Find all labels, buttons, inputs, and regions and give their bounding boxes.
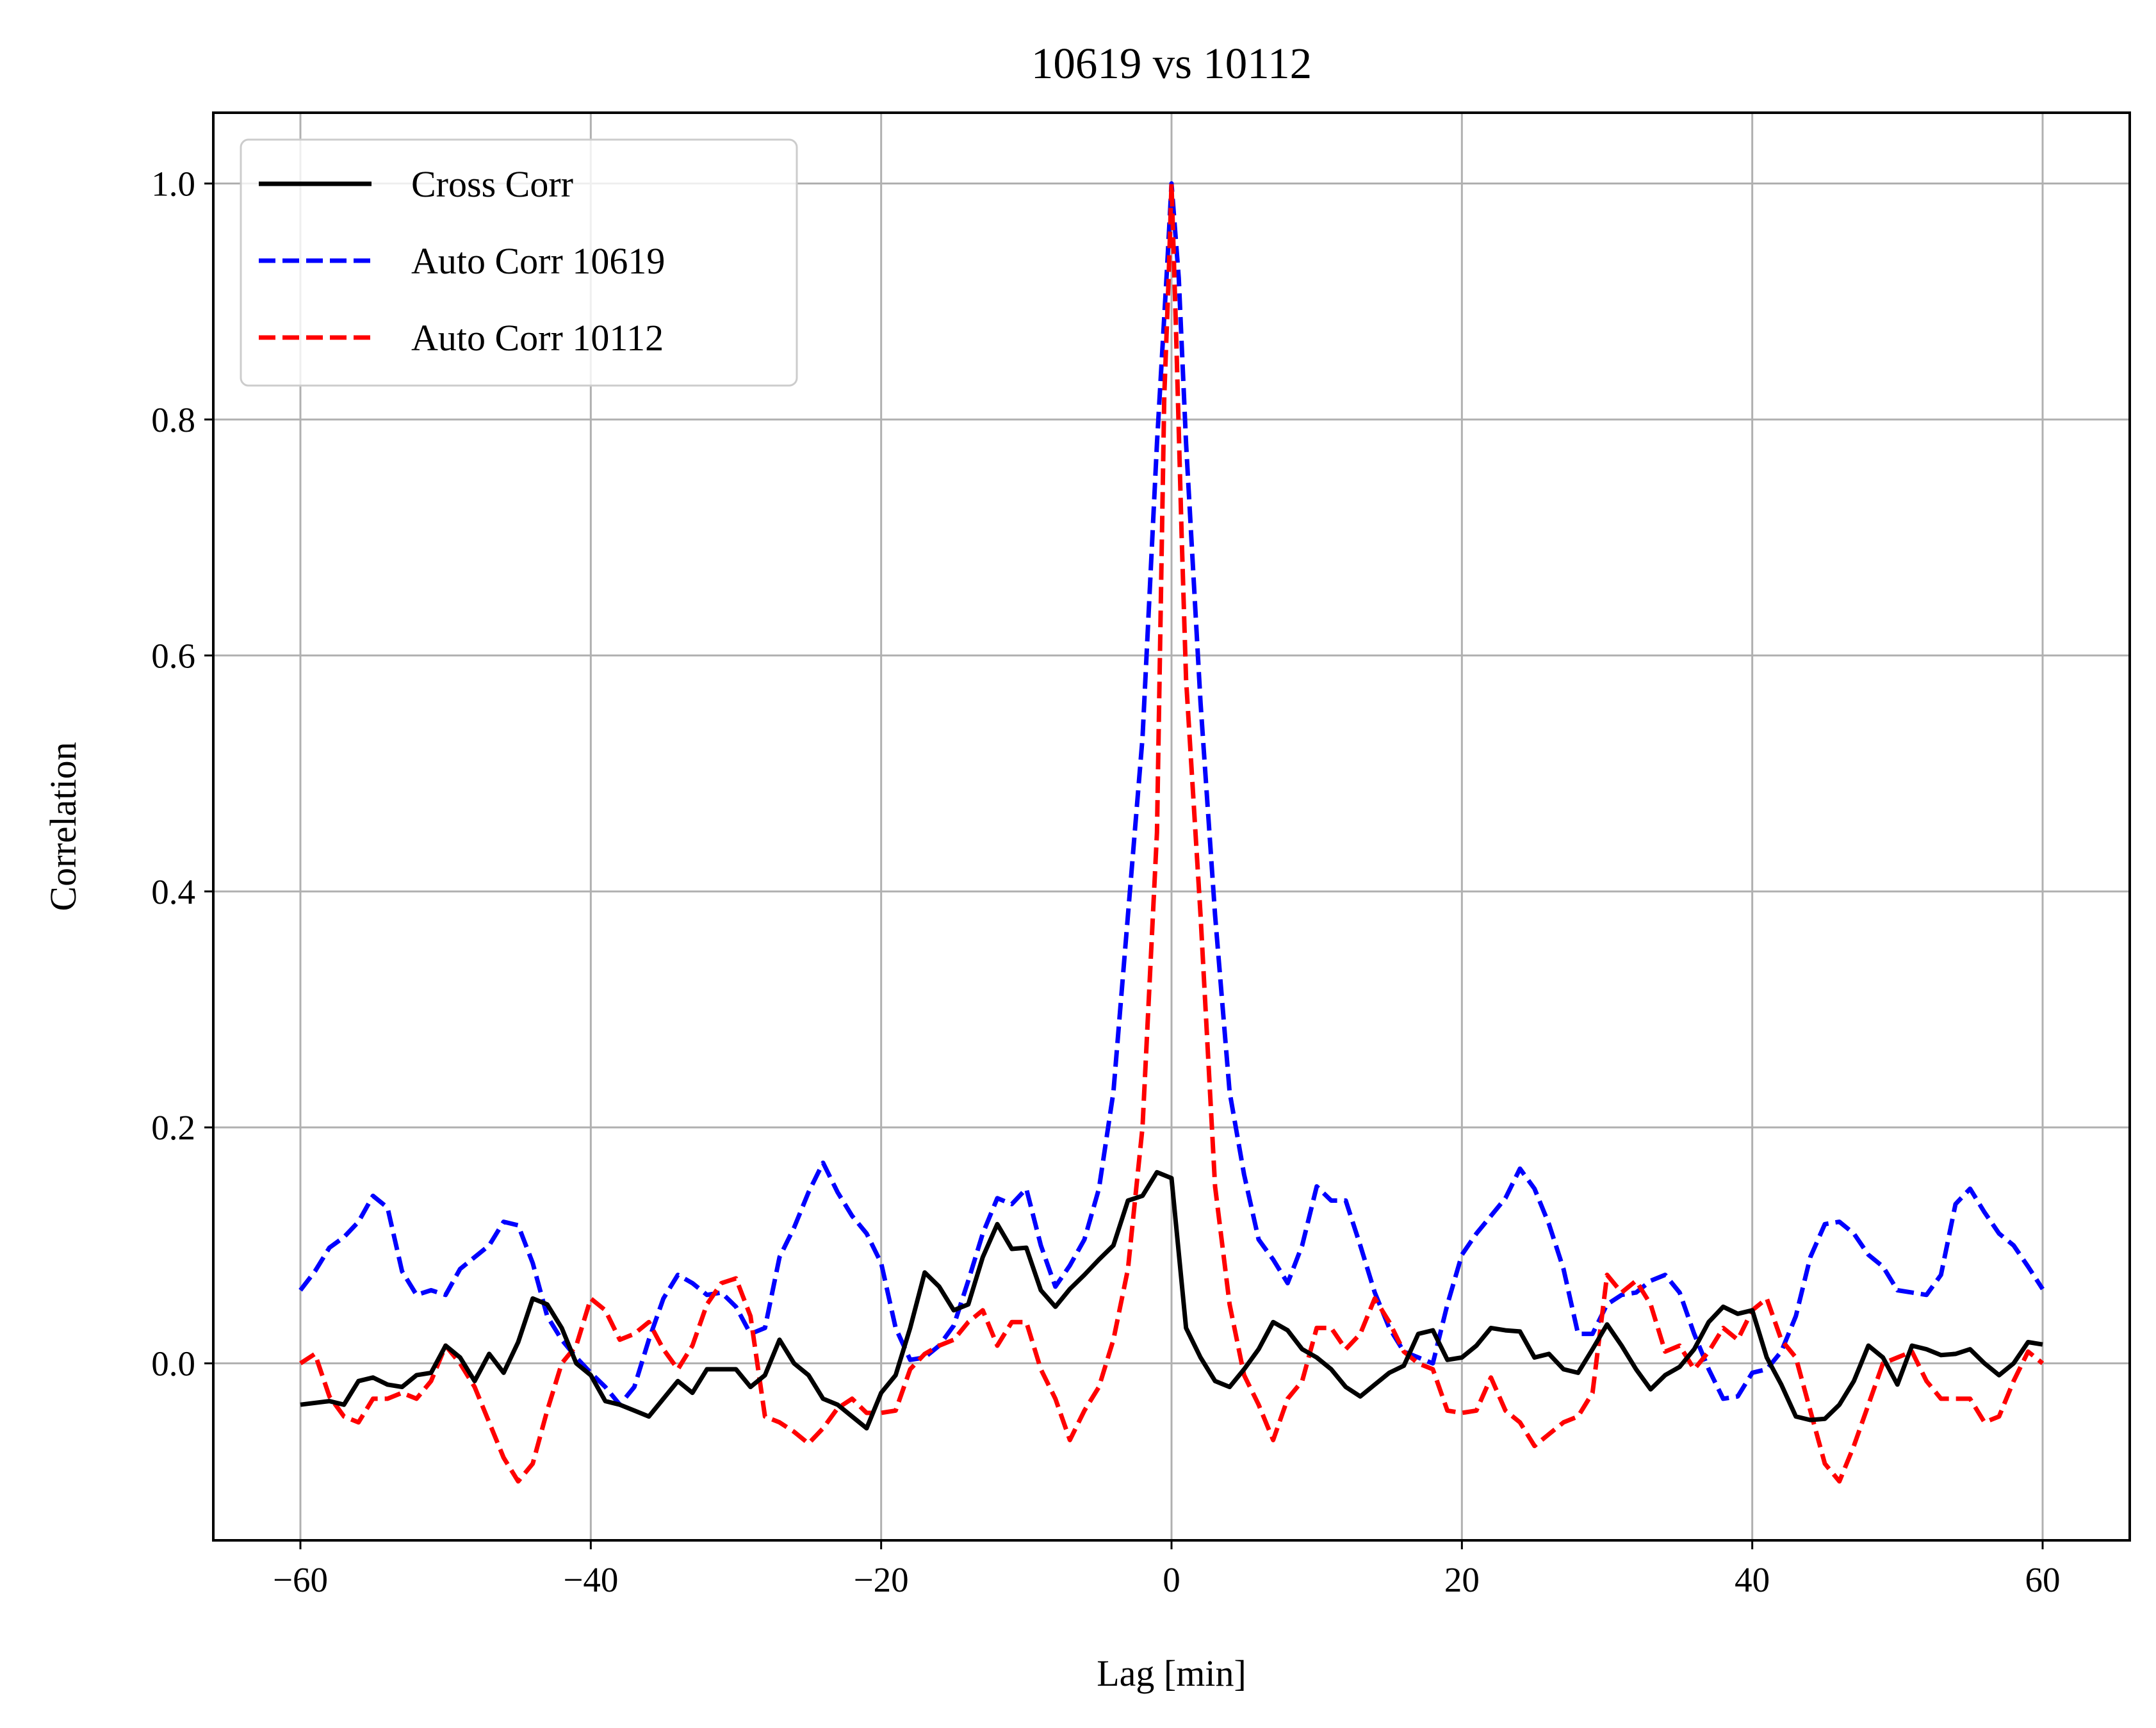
y-tick-label: 1.0 [151,165,195,204]
grid-lines [213,113,2130,1540]
legend-box [240,138,798,387]
series-lines [298,181,2045,1484]
y-tick-label: 0.8 [151,400,195,439]
series-line-2 [299,181,2045,1484]
chart-title: 10619 vs 10112 [1031,39,1312,88]
y-tick-label: 0.0 [151,1344,195,1383]
x-tick-label: 20 [1444,1560,1480,1599]
y-tick-label: 0.4 [151,872,195,911]
x-axis-label: Lag [min] [1097,1652,1246,1694]
x-tick-label: −20 [854,1560,909,1599]
y-tick-label: 0.6 [151,636,195,675]
legend-label-0: Cross Corr [411,163,573,205]
y-axis-label: Correlation [42,742,84,911]
legend-label-2: Auto Corr 10112 [411,317,664,359]
y-tick-label: 0.2 [151,1108,195,1147]
axis-ticks: −60 −40 −20 0 20 40 60 0.0 0.2 0.4 0.6 0.8 1.0 [151,165,2060,1599]
x-tick-label: −40 [563,1560,618,1599]
legend: Cross Corr Auto Corr 10619 Auto Corr 10112 [240,138,798,387]
x-tick-label: 0 [1163,1560,1180,1599]
series-line-0 [300,1170,2043,1431]
series-line-1 [298,181,2045,1407]
x-tick-label: −60 [273,1560,328,1599]
x-tick-label: 60 [2025,1560,2061,1599]
legend-label-1: Auto Corr 10619 [411,240,665,282]
x-tick-label: 40 [1735,1560,1770,1599]
